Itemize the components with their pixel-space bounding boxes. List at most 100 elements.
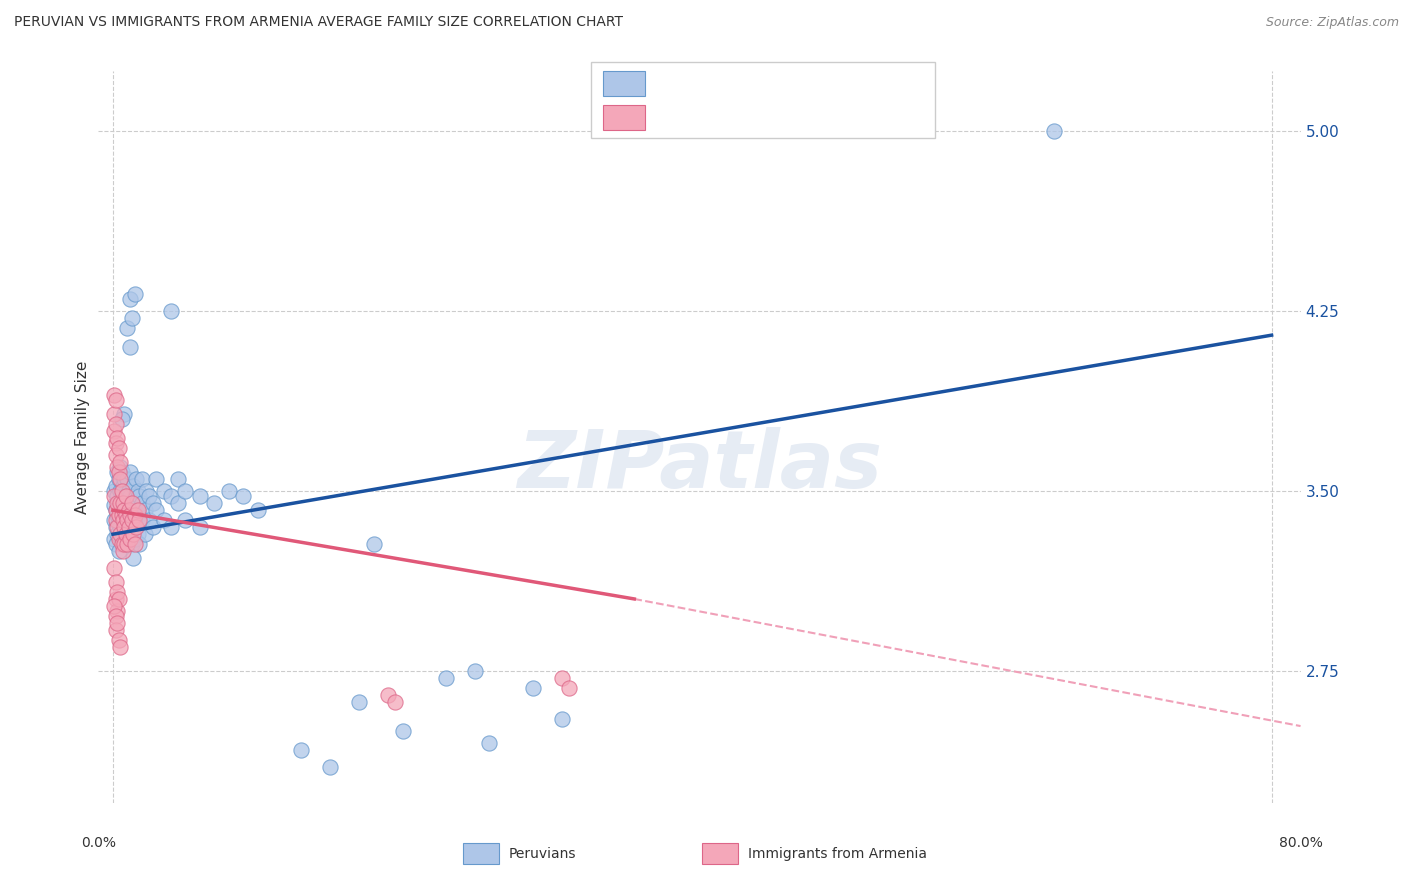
Point: [112, 544, 135, 558]
Point: [112, 496, 135, 510]
Text: Peruvians: Peruvians: [509, 847, 576, 861]
Point: [120, 508, 142, 522]
Point: [152, 513, 174, 527]
Text: N =: N =: [773, 110, 817, 124]
Point: [114, 520, 136, 534]
Point: [105, 489, 128, 503]
Point: [127, 483, 149, 498]
Point: [110, 483, 132, 498]
Point: [105, 460, 128, 475]
Point: [124, 513, 146, 527]
Y-axis label: Average Family Size: Average Family Size: [75, 360, 90, 514]
Point: [107, 632, 129, 647]
Text: 0.186: 0.186: [697, 75, 751, 89]
Point: [145, 503, 167, 517]
Point: [120, 465, 142, 479]
Point: [104, 591, 127, 606]
Point: [108, 527, 131, 541]
Point: [117, 513, 139, 527]
Point: [218, 483, 240, 498]
Point: [107, 544, 129, 558]
Text: 86: 86: [824, 75, 845, 89]
Point: [122, 527, 145, 541]
Point: [138, 489, 160, 503]
Point: [103, 424, 125, 438]
Point: [120, 508, 142, 522]
Point: [290, 743, 312, 757]
Point: [112, 479, 135, 493]
Point: [118, 520, 141, 534]
Text: Source: ZipAtlas.com: Source: ZipAtlas.com: [1265, 16, 1399, 29]
Point: [114, 503, 136, 517]
Point: [107, 472, 129, 486]
Point: [114, 503, 136, 517]
Point: [145, 472, 167, 486]
Point: [103, 388, 125, 402]
Text: -0.261: -0.261: [697, 110, 752, 124]
Point: [103, 532, 125, 546]
Point: [120, 340, 142, 354]
Point: [118, 503, 141, 517]
Point: [391, 723, 413, 738]
Text: R =: R =: [658, 75, 692, 89]
Point: [122, 503, 145, 517]
Point: [124, 489, 146, 503]
Point: [478, 736, 501, 750]
Point: [434, 671, 457, 685]
Point: [117, 496, 139, 510]
Point: [108, 472, 131, 486]
Point: [120, 489, 142, 503]
Point: [160, 304, 183, 318]
Point: [107, 465, 129, 479]
Point: [1043, 124, 1066, 138]
Point: [104, 392, 127, 407]
Point: [115, 489, 138, 503]
Point: [319, 760, 342, 774]
Point: [115, 527, 138, 541]
Point: [108, 640, 131, 654]
Point: [105, 496, 128, 510]
Point: [103, 513, 125, 527]
Point: [558, 681, 581, 695]
Point: [127, 503, 149, 517]
Point: [125, 496, 148, 510]
Point: [105, 527, 128, 541]
Point: [105, 431, 128, 445]
Point: [104, 575, 127, 590]
Point: [152, 483, 174, 498]
Point: [363, 537, 385, 551]
Point: [121, 513, 143, 527]
Point: [122, 551, 145, 566]
Point: [103, 483, 125, 498]
Point: [124, 508, 146, 522]
Point: [107, 508, 129, 522]
Point: [117, 321, 139, 335]
Point: [117, 513, 139, 527]
Text: PERUVIAN VS IMMIGRANTS FROM ARMENIA AVERAGE FAMILY SIZE CORRELATION CHART: PERUVIAN VS IMMIGRANTS FROM ARMENIA AVER…: [14, 15, 623, 29]
Point: [124, 287, 146, 301]
Point: [104, 448, 127, 462]
Point: [110, 465, 132, 479]
Point: [105, 584, 128, 599]
Point: [107, 591, 129, 606]
Point: [120, 292, 142, 306]
Point: [108, 455, 131, 469]
Point: [114, 407, 136, 421]
Point: [105, 465, 128, 479]
Point: [134, 527, 156, 541]
Point: [347, 695, 370, 709]
Point: [110, 489, 132, 503]
Point: [142, 496, 165, 510]
Text: N =: N =: [773, 75, 817, 89]
Point: [384, 695, 406, 709]
Point: [104, 537, 127, 551]
Point: [160, 489, 183, 503]
Point: [103, 499, 125, 513]
Point: [121, 537, 143, 551]
Point: [125, 520, 148, 534]
Point: [105, 604, 128, 618]
Point: [107, 532, 129, 546]
Point: [117, 537, 139, 551]
Point: [128, 508, 150, 522]
Point: [124, 537, 146, 551]
